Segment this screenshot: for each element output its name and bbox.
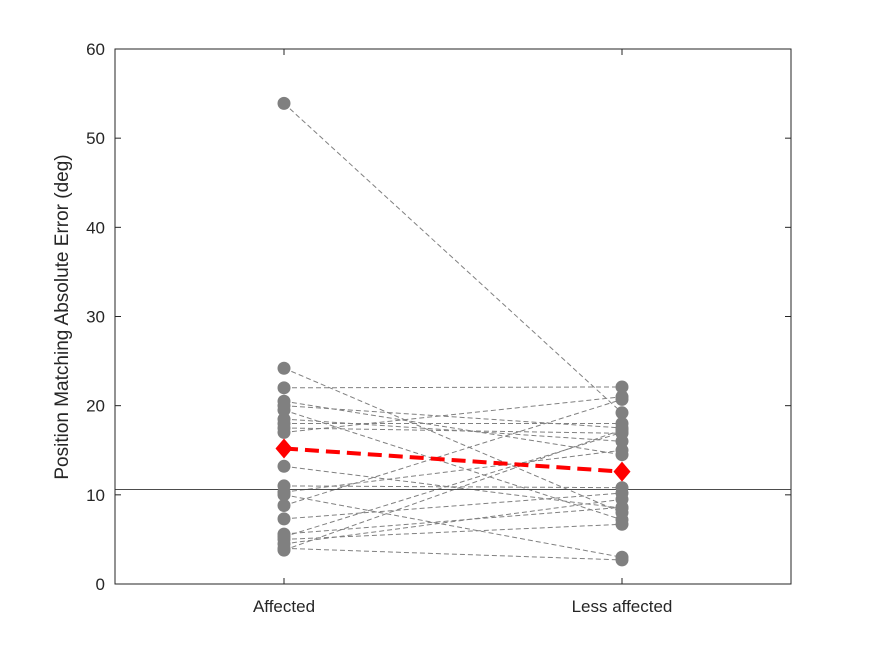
affected-point — [277, 361, 291, 375]
affected-point — [277, 381, 291, 395]
y-tick-label: 60 — [86, 40, 105, 59]
y-tick-label: 40 — [86, 218, 105, 237]
pair-line — [283, 400, 623, 456]
y-tick-label: 30 — [86, 308, 105, 327]
affected-point — [277, 96, 291, 110]
less-affected-point — [615, 392, 629, 406]
affected-point — [277, 488, 291, 502]
data-points — [277, 96, 629, 567]
pair-line — [283, 405, 623, 429]
less-affected-point — [615, 380, 629, 394]
pair-lines — [283, 103, 623, 561]
less-affected-point — [615, 553, 629, 567]
pair-line — [283, 367, 623, 514]
less-affected-point — [615, 423, 629, 437]
y-tick-label: 0 — [96, 575, 105, 594]
pair-line — [283, 485, 623, 489]
pair-line — [283, 431, 623, 538]
pair-line — [283, 396, 623, 433]
y-tick-label: 10 — [86, 486, 105, 505]
affected-point — [277, 459, 291, 473]
pair-line — [283, 498, 623, 545]
y-tick-label: 50 — [86, 129, 105, 148]
pair-line — [283, 398, 623, 507]
affected-point — [277, 512, 291, 526]
less-affected-point — [615, 492, 629, 506]
affected-point — [277, 543, 291, 557]
affected-point — [277, 403, 291, 417]
mean-marker — [275, 438, 293, 459]
gridless-plot-area — [115, 49, 791, 584]
pair-line — [283, 547, 623, 561]
less-affected-point — [615, 517, 629, 531]
x-tick-label: Affected — [253, 597, 315, 616]
pair-line — [283, 103, 623, 414]
mean-line — [283, 446, 623, 474]
affected-point — [277, 425, 291, 439]
y-axis-label: Position Matching Absolute Error (deg) — [52, 154, 73, 479]
pair-line — [283, 449, 623, 493]
mean-series — [275, 438, 631, 482]
x-tick-label: Less affected — [572, 597, 673, 616]
pair-line — [283, 386, 623, 389]
y-tick-label: 20 — [86, 397, 105, 416]
mean-marker — [613, 461, 631, 482]
pair-line — [283, 427, 623, 434]
less-affected-point — [615, 443, 629, 457]
x-axis: Affected Less affected — [253, 49, 672, 616]
y-axis: 0 10 20 30 40 50 60 — [86, 40, 791, 594]
affected-point — [277, 499, 291, 513]
pair-line — [283, 492, 623, 520]
less-affected-point — [615, 406, 629, 420]
plot-area — [115, 49, 791, 584]
pair-line — [283, 494, 623, 558]
